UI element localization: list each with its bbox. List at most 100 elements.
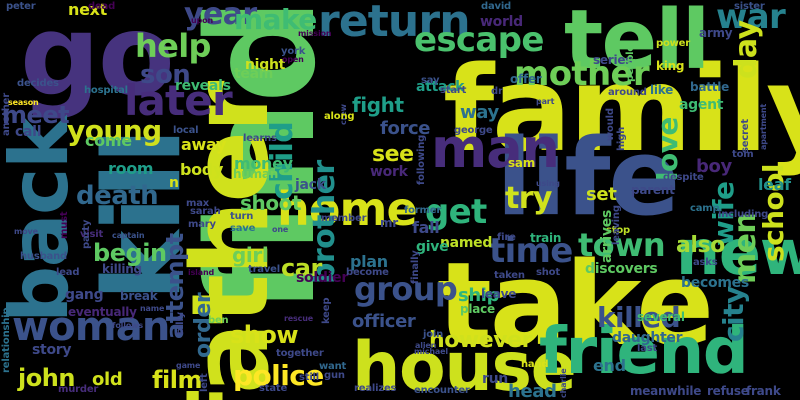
cloud-word: finally [410, 250, 421, 284]
cloud-word: see [372, 142, 414, 167]
cloud-word: force [380, 118, 431, 139]
cloud-word: family [443, 40, 800, 178]
cloud-word: next [68, 0, 107, 19]
cloud-word: stop [606, 225, 630, 236]
cloud-word: give [416, 239, 449, 255]
cloud-word: must [59, 211, 70, 239]
cloud-word: named [440, 235, 493, 251]
cloud-word: leave [481, 287, 517, 301]
cloud-word: husband [20, 251, 67, 262]
cloud-word: would [605, 108, 616, 141]
cloud-word: make [234, 3, 317, 36]
cloud-word: later [124, 76, 233, 125]
cloud-word: john [18, 364, 75, 392]
cloud-word: left [199, 373, 210, 392]
cloud-word: travel [248, 264, 280, 275]
cloud-word: billy [175, 312, 186, 335]
cloud-word: eventually [68, 305, 137, 319]
cloud-word: jack [295, 177, 326, 193]
cloud-word: around [608, 87, 647, 98]
cloud-word: officer [352, 311, 416, 332]
cloud-word: camp [690, 203, 720, 214]
cloud-word: woman [12, 304, 170, 350]
cloud-word: return [318, 0, 471, 47]
cloud-word: sam [508, 156, 536, 170]
cloud-word: year [184, 0, 257, 32]
cloud-word: max [186, 198, 210, 209]
cloud-word: last [637, 343, 658, 354]
cloud-word: become [346, 267, 389, 278]
cloud-word: new [676, 216, 800, 289]
cloud-word: ship [458, 285, 500, 306]
cloud-word: name [140, 304, 165, 313]
cloud-word: becomes [681, 275, 749, 291]
cloud-word: move [14, 227, 38, 236]
cloud-word: show [230, 321, 299, 349]
cloud-word: say [421, 75, 440, 86]
cloud-word: despite [663, 172, 704, 183]
cloud-word: one [272, 225, 289, 234]
cloud-word: end [593, 356, 626, 375]
cloud-word: following [416, 134, 427, 185]
cloud-word: soldier [296, 270, 349, 286]
cloud-word: town [578, 226, 666, 264]
cloud-word: reveals [175, 78, 231, 94]
cloud-word: ben [208, 315, 229, 326]
cloud-word: break [120, 289, 158, 303]
cloud-word: follows [112, 321, 143, 330]
cloud-word: visit [80, 229, 104, 240]
cloud-word: including [718, 209, 769, 220]
cloud-word: high [616, 126, 627, 151]
cloud-word: begin [93, 239, 167, 267]
cloud-word: film [152, 366, 202, 394]
cloud-word: turn [230, 211, 254, 222]
cloud-word: world [480, 14, 523, 30]
cloud-word: attack [416, 79, 465, 95]
cloud-word: offer [510, 72, 542, 86]
cloud-word: life [496, 116, 680, 239]
cloud-word: murder [58, 384, 99, 395]
cloud-word: dead [88, 1, 116, 12]
cloud-word: however [429, 328, 533, 353]
cloud-word: frank [746, 384, 781, 398]
cloud-word: killing [102, 262, 142, 276]
cloud-word: killed [597, 301, 681, 334]
cloud-word: state [259, 383, 288, 394]
cloud-word: meet [2, 101, 70, 129]
cloud-word: n [169, 175, 179, 191]
cloud-word: police [233, 359, 324, 392]
cloud-word: room [108, 159, 154, 178]
cloud-word: decides [17, 78, 59, 89]
cloud-word: party [81, 219, 92, 249]
cloud-word: open [282, 55, 304, 64]
cloud-word: local [173, 125, 199, 136]
cloud-word: body [180, 160, 224, 179]
cloud-word: car [281, 254, 322, 282]
cloud-word: rescue [284, 314, 314, 323]
cloud-word: army [699, 26, 733, 40]
cloud-word: way [460, 102, 499, 123]
cloud-word: take [437, 238, 714, 372]
cloud-word: hand [521, 359, 549, 370]
cloud-word: help [135, 27, 211, 65]
cloud-word: george [454, 125, 493, 136]
cloud-word: meanwhile [630, 384, 702, 398]
cloud-word: lead [56, 267, 80, 278]
cloud-word: also [676, 233, 725, 258]
cloud-word: group [354, 270, 458, 308]
cloud-word: peter [6, 1, 36, 12]
cloud-word: part [536, 97, 555, 106]
cloud-word: alien [415, 341, 437, 350]
cloud-word: story [32, 342, 72, 358]
cloud-word: escape [414, 20, 544, 60]
cloud-word: people [625, 45, 636, 82]
cloud-word: mission [298, 29, 332, 38]
cloud-word: get [425, 192, 487, 232]
cloud-word: realizes [354, 383, 397, 394]
cloud-word: work [370, 164, 408, 180]
cloud-word: plan [350, 252, 388, 271]
cloud-word: boy [696, 156, 732, 177]
cloud-word: time [489, 231, 573, 271]
cloud-word: taken [494, 270, 525, 281]
